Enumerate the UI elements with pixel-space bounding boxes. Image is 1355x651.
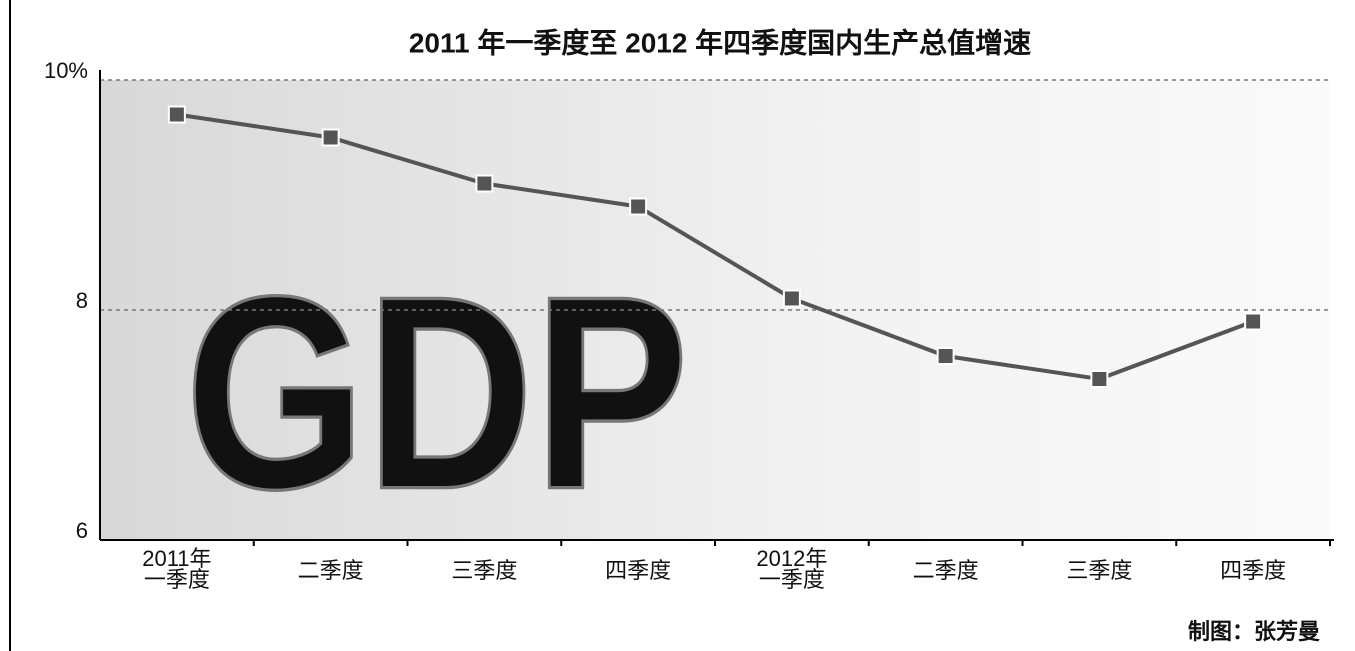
page: {"chart_data": {"type": "line", "title":… <box>0 0 1355 651</box>
y-tick-label: 6 <box>76 518 88 543</box>
point-marker <box>476 176 492 192</box>
point-marker <box>1245 314 1261 330</box>
watermark: GDP <box>185 238 689 546</box>
point-marker <box>938 348 954 364</box>
credit: 制图：张芳曼 <box>1188 619 1320 644</box>
point-marker <box>630 199 646 215</box>
x-tick-label: 二季度 <box>913 558 979 583</box>
chart-title: 2011 年一季度至 2012 年四季度国内生产总值增速 <box>409 26 1031 58</box>
x-tick-label: 四季度 <box>605 558 671 583</box>
y-tick-label: 10% <box>44 58 88 83</box>
point-marker <box>169 107 185 123</box>
x-tick-label: 一季度 <box>759 567 825 592</box>
x-tick-label: 四季度 <box>1220 558 1286 583</box>
x-tick-label: 三季度 <box>451 558 517 583</box>
point-marker <box>323 130 339 146</box>
x-tick-label: 三季度 <box>1066 558 1132 583</box>
chart: 2011 年一季度至 2012 年四季度国内生产总值增速 制图：张芳曼 GDP 6… <box>0 0 1355 651</box>
point-marker <box>784 291 800 307</box>
x-tick-label: 一季度 <box>144 567 210 592</box>
point-marker <box>1091 371 1107 387</box>
x-tick-label: 二季度 <box>298 558 364 583</box>
y-tick-label: 8 <box>76 288 88 313</box>
